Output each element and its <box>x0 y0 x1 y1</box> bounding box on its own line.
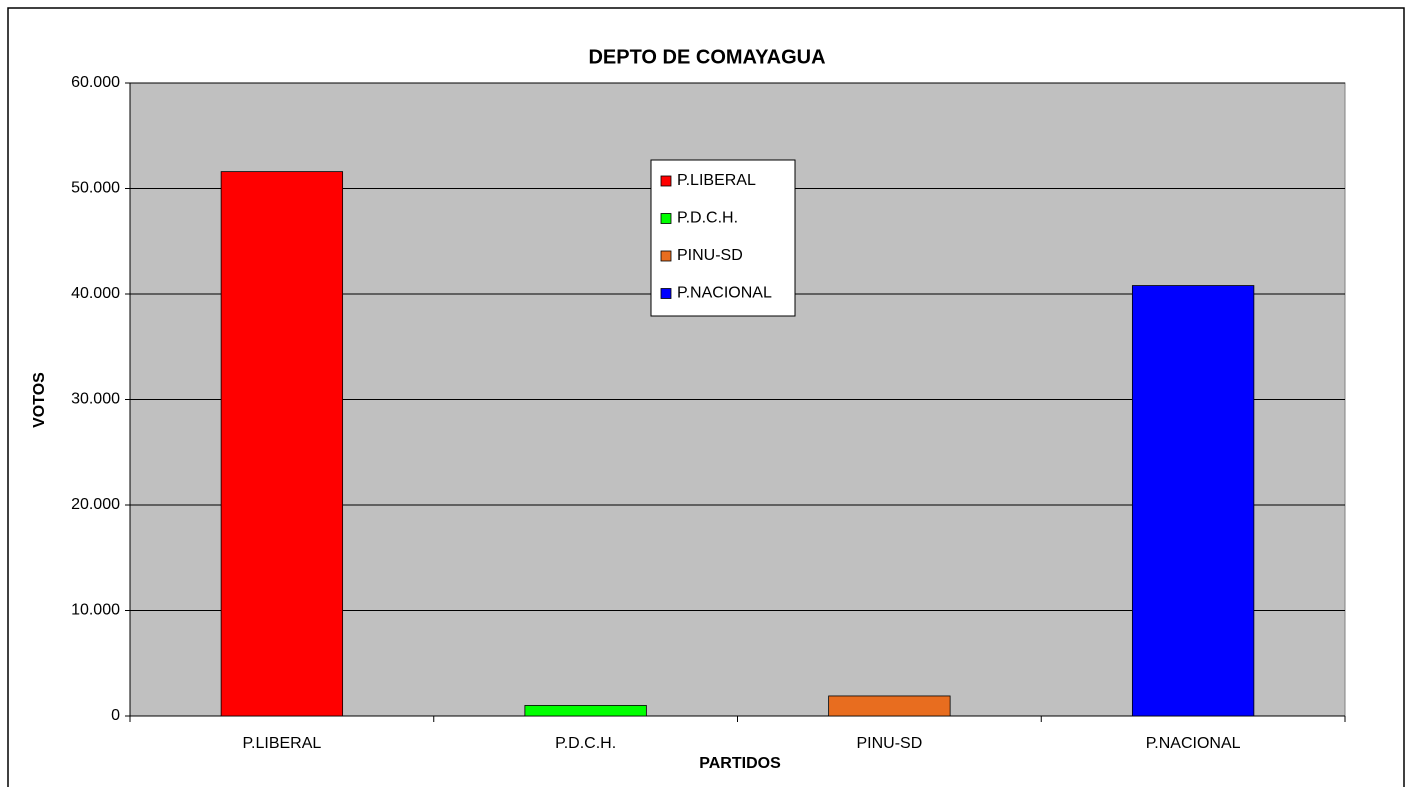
y-tick-label: 0 <box>111 707 120 724</box>
legend-swatch <box>660 288 672 299</box>
bar <box>1131 285 1255 717</box>
y-tick-label: 20.000 <box>71 496 120 513</box>
x-tick-label: P.D.C.H. <box>555 735 616 752</box>
x-axis-label: PARTIDOS <box>699 755 781 772</box>
y-tick-label: 10.000 <box>71 602 120 619</box>
legend-swatch <box>660 250 672 262</box>
y-tick-label: 60.000 <box>71 74 120 91</box>
legend-label: PINU-SD <box>677 247 743 264</box>
bar <box>220 171 344 717</box>
x-tick-label: PINU-SD <box>856 735 922 752</box>
chart-title: DEPTO DE COMAYAGUA <box>588 46 825 68</box>
legend-label: P.NACIONAL <box>677 285 772 302</box>
x-tick-label: P.LIBERAL <box>242 735 321 752</box>
legend-swatch <box>660 213 672 224</box>
y-tick-label: 30.000 <box>71 391 120 408</box>
y-tick-label: 40.000 <box>71 285 120 302</box>
y-tick-label: 50.000 <box>71 180 120 197</box>
bar <box>828 695 951 717</box>
x-tick-label: P.NACIONAL <box>1146 735 1241 752</box>
legend-swatch <box>660 175 672 187</box>
legend-label: P.D.C.H. <box>677 210 738 227</box>
legend-label: P.LIBERAL <box>677 172 756 189</box>
legend-box <box>650 159 796 317</box>
y-axis-label: VOTOS <box>31 372 48 428</box>
bar <box>524 705 647 717</box>
